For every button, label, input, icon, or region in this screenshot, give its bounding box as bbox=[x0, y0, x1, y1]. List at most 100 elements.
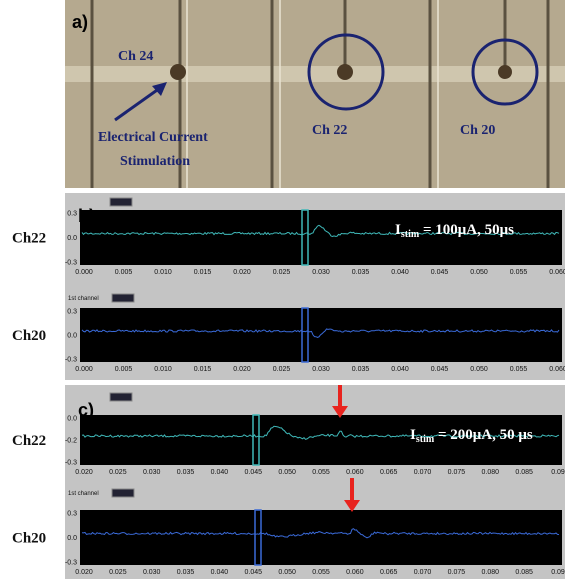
y-tick-label: -0.3 bbox=[65, 260, 77, 267]
x-tick-label: 0.045 bbox=[431, 269, 449, 276]
channel-label: Ch20 bbox=[12, 531, 46, 547]
annotation: Electrical Current bbox=[98, 130, 208, 145]
x-tick-label: 0.035 bbox=[352, 366, 370, 373]
x-tick-label: 0.030 bbox=[312, 269, 330, 276]
annotation: Stimulation bbox=[120, 154, 190, 169]
x-tick-label: 0.055 bbox=[312, 469, 330, 476]
arrow bbox=[114, 86, 161, 122]
y-tick-label: 0.3 bbox=[67, 511, 77, 518]
y-tick-label: -0.2 bbox=[65, 438, 77, 445]
stimulus-artifact bbox=[254, 509, 262, 566]
panel-a: a) Ch 24 Ch 22 Ch 20 Electrical Current … bbox=[65, 0, 565, 188]
x-tick-label: 0.065 bbox=[380, 469, 398, 476]
x-tick-label: 0.020 bbox=[233, 269, 251, 276]
x-tick-label: 0.020 bbox=[233, 366, 251, 373]
y-tick-label: 0.0 bbox=[67, 235, 77, 242]
stimulus-label: Istim = 200μA, 50 μs bbox=[410, 427, 533, 445]
trace bbox=[81, 328, 560, 338]
stimulus-label: Istim = 100μA, 50μs bbox=[395, 222, 514, 240]
x-tick-label: 0.000 bbox=[75, 366, 93, 373]
x-tick-label: 0.015 bbox=[194, 366, 212, 373]
y-tick-label: 0.0 bbox=[67, 416, 77, 423]
channel-label: Ch 24 bbox=[118, 49, 153, 64]
x-tick-label: 0.005 bbox=[115, 269, 133, 276]
trace bbox=[81, 224, 560, 238]
x-tick-label: 0.075 bbox=[448, 569, 466, 576]
plot-area bbox=[80, 510, 562, 565]
x-tick-label: 0.030 bbox=[312, 366, 330, 373]
electrode bbox=[498, 65, 512, 79]
x-tick-label: 0.080 bbox=[482, 569, 500, 576]
channel-label: Ch22 bbox=[12, 231, 46, 247]
stimulus-text: = 200μA, 50 μs bbox=[434, 427, 533, 443]
red-arrow-head bbox=[344, 500, 360, 512]
track bbox=[65, 66, 565, 82]
x-tick-label: 0.000 bbox=[75, 269, 93, 276]
x-tick-label: 0.040 bbox=[211, 569, 229, 576]
y-tick-label: 0.0 bbox=[67, 333, 77, 340]
x-tick-label: 0.045 bbox=[431, 366, 449, 373]
x-tick-label: 0.050 bbox=[278, 569, 296, 576]
x-tick-label: 0.025 bbox=[109, 569, 127, 576]
y-tick-label: 0.3 bbox=[67, 309, 77, 316]
legend-icon bbox=[111, 488, 135, 498]
x-tick-label: 0.020 bbox=[75, 469, 93, 476]
y-tick-label: -0.3 bbox=[65, 357, 77, 364]
electrode bbox=[170, 64, 186, 80]
legend-icon bbox=[109, 197, 133, 207]
x-tick-label: 0.09 bbox=[551, 469, 565, 476]
electrode-lines bbox=[90, 0, 550, 188]
stimulus-artifact bbox=[252, 414, 260, 466]
x-tick-label: 0.005 bbox=[115, 366, 133, 373]
x-tick-label: 0.030 bbox=[143, 569, 161, 576]
x-tick-label: 0.065 bbox=[380, 569, 398, 576]
x-tick-label: 0.060 bbox=[549, 269, 565, 276]
electrode bbox=[337, 64, 353, 80]
y-tick-label: -0.3 bbox=[65, 560, 77, 567]
x-tick-label: 0.075 bbox=[448, 469, 466, 476]
channel-label: Ch20 bbox=[12, 328, 46, 344]
x-tick-label: 0.020 bbox=[75, 569, 93, 576]
x-tick-label: 0.040 bbox=[211, 469, 229, 476]
x-tick-label: 0.060 bbox=[346, 569, 364, 576]
x-tick-label: 0.050 bbox=[470, 366, 488, 373]
x-tick-label: 0.070 bbox=[414, 469, 432, 476]
x-tick-label: 0.040 bbox=[391, 269, 409, 276]
x-tick-label: 0.010 bbox=[154, 366, 172, 373]
red-arrow-head bbox=[332, 406, 348, 418]
stimulus-subscript: stim bbox=[401, 229, 420, 240]
channel-label: Ch22 bbox=[12, 433, 46, 449]
x-tick-label: 0.080 bbox=[482, 469, 500, 476]
legend-icon bbox=[109, 392, 133, 402]
stimulus-text: = 100μA, 50μs bbox=[419, 222, 514, 238]
x-tick-label: 0.060 bbox=[346, 469, 364, 476]
highlight-circle bbox=[307, 33, 385, 111]
x-tick-label: 0.055 bbox=[312, 569, 330, 576]
x-tick-label: 0.025 bbox=[273, 366, 291, 373]
y-tick-label: 0.0 bbox=[67, 535, 77, 542]
y-tick-label: -0.3 bbox=[65, 460, 77, 467]
x-tick-label: 0.040 bbox=[391, 366, 409, 373]
channel-label: Ch 22 bbox=[312, 123, 347, 138]
x-tick-label: 0.025 bbox=[273, 269, 291, 276]
stimulus-symbol: I bbox=[395, 222, 401, 238]
x-tick-label: 0.070 bbox=[414, 569, 432, 576]
x-tick-label: 0.085 bbox=[515, 469, 533, 476]
stimulus-symbol: I bbox=[410, 427, 416, 443]
x-tick-label: 0.030 bbox=[143, 469, 161, 476]
x-tick-label: 0.055 bbox=[510, 269, 528, 276]
plot-header: 1st channel bbox=[68, 491, 99, 497]
stimulus-artifact bbox=[301, 307, 309, 363]
panel-label: a) bbox=[72, 12, 88, 32]
x-tick-label: 0.035 bbox=[177, 469, 195, 476]
highlight-circle bbox=[471, 38, 539, 106]
legend-icon bbox=[111, 293, 135, 303]
stimulus-subscript: stim bbox=[416, 434, 435, 445]
plot-area bbox=[80, 415, 562, 465]
x-tick-label: 0.09 bbox=[551, 569, 565, 576]
stimulus-artifact bbox=[301, 209, 309, 266]
arrow-head bbox=[152, 82, 167, 96]
x-tick-label: 0.035 bbox=[177, 569, 195, 576]
x-tick-label: 0.050 bbox=[470, 269, 488, 276]
x-tick-label: 0.035 bbox=[352, 269, 370, 276]
